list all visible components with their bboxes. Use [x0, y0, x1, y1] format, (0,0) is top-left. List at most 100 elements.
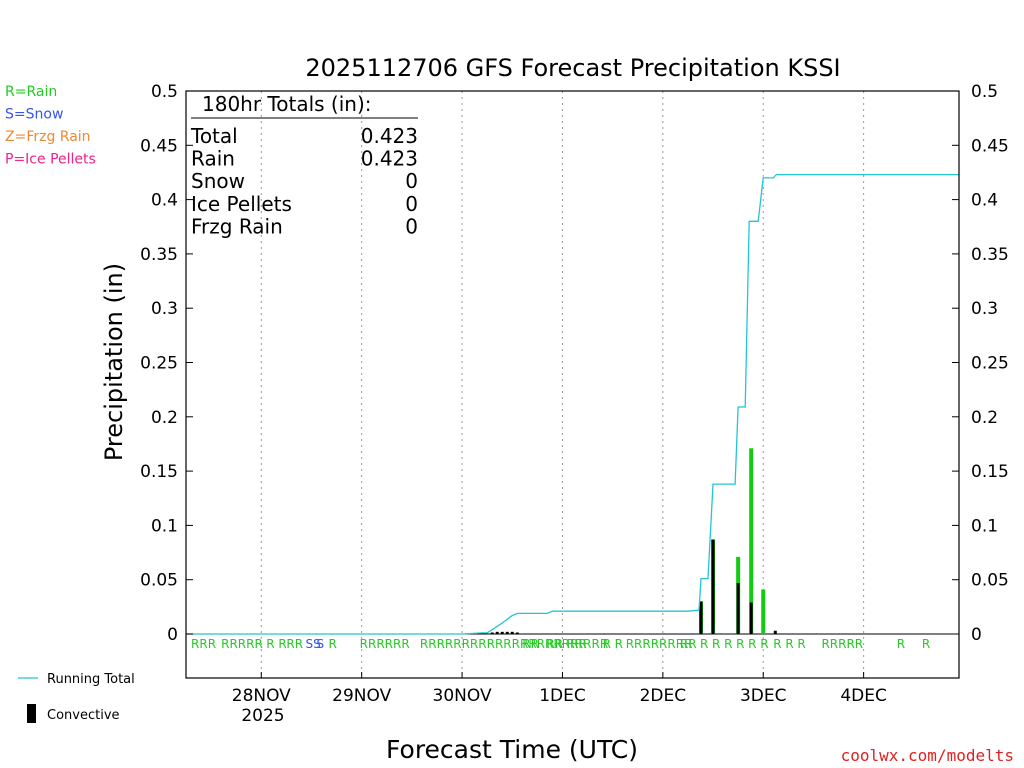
convective-legend-label: Convective: [47, 708, 120, 723]
precip-type-marker: R: [785, 637, 793, 651]
y-tick-label-right: 0.45: [971, 136, 1009, 156]
convective-bar: [515, 632, 519, 634]
totals-row-label: Frzg Rain: [191, 214, 283, 238]
convective-bar: [495, 631, 499, 634]
y-tick-label-left: 0: [167, 625, 178, 645]
y-tick-label-left: 0.4: [151, 191, 178, 211]
precip-type-markers: RRR RRRRR R R RR SSS R RRRRRR RRRRRRRRRRRRRRRRRR…: [191, 637, 930, 651]
totals-row-value: 0.423: [361, 124, 418, 148]
running-total-line: [186, 173, 959, 635]
type-legend-entry: R=Rain: [5, 84, 57, 100]
precip-bar: [749, 448, 754, 634]
precip-type-marker: R: [773, 637, 781, 651]
convective-bar: [500, 631, 504, 634]
running-total-series: [186, 173, 959, 635]
totals-heading: 180hr Totals (in):: [202, 92, 372, 116]
y-tick-label-right: 0.05: [971, 571, 1009, 591]
precip-type-marker: R: [329, 637, 337, 651]
x-tick-label: 4DEC: [840, 686, 887, 706]
y-tick-label-right: 0.35: [971, 245, 1009, 265]
precip-type-marker: S: [317, 637, 325, 651]
totals-row-value: 0: [405, 192, 418, 216]
precip-type-marker: RRRRR: [221, 637, 263, 651]
series-legend: Running Total Convective: [18, 672, 135, 723]
precip-type-marker: SS: [305, 637, 320, 651]
totals-row-label: Ice Pellets: [191, 192, 292, 216]
precip-bars: [490, 448, 777, 634]
convective-bar: [505, 631, 509, 634]
x-axis-ticks: 28NOV 29NOV 30NOV 1DEC 2DEC 3DEC 4DEC: [232, 672, 887, 706]
convective-bar: [699, 601, 703, 634]
type-legend-entry: P=Ice Pellets: [5, 152, 96, 168]
totals-box: 180hr Totals (in): Total 0.423 Rain 0.423 Sn…: [190, 92, 418, 238]
precip-type-marker: RRRRR: [566, 637, 608, 651]
precip-type-marker: RR: [546, 637, 563, 651]
y-tick-label-right: 0.1: [971, 516, 998, 536]
precip-type-marker: RR: [286, 637, 303, 651]
site-credit: coolwx.com/modelts: [841, 746, 1014, 765]
y-tick-label-left: 0.35: [140, 245, 178, 265]
convective-bar: [711, 539, 715, 634]
convective-bar: [736, 582, 740, 634]
type-legend-entry: S=Snow: [5, 107, 63, 123]
y-tick-label-left: 0.15: [140, 462, 178, 482]
precip-type-marker: RRRRRR: [360, 637, 410, 651]
y-tick-label-left: 0.25: [140, 354, 178, 374]
precip-type-marker: R: [712, 637, 720, 651]
precip-type-marker: R: [615, 637, 623, 651]
precip-type-marker: R: [897, 637, 905, 651]
precip-type-marker: RRR: [191, 637, 216, 651]
totals-row-label: Total: [190, 124, 238, 148]
x-axis-label: Forecast Time (UTC): [386, 735, 638, 764]
totals-row-value: 0: [405, 214, 418, 238]
y-tick-label-right: 0.15: [971, 462, 1009, 482]
x-tick-label: 28NOV: [232, 686, 291, 706]
type-legend-entry: Z=Frzg Rain: [5, 129, 91, 145]
y-tick-label-left: 0.2: [151, 408, 178, 428]
y-axis-ticks: 0 00.05 0.050.1 0.10.15 0.150.2 0.20.25 0.250.…: [140, 82, 1009, 645]
totals-row-label: Snow: [191, 169, 245, 193]
chart-title: 2025112706 GFS Forecast Precipitation KS…: [305, 54, 840, 82]
year-label: 2025: [241, 706, 284, 726]
precip-type-marker: R: [700, 637, 708, 651]
precip-type-legend: R=Rain S=Snow Z=Frzg Rain P=Ice Pellets: [5, 84, 96, 168]
x-tick-label: 29NOV: [332, 686, 391, 706]
precip-type-marker: RR: [522, 637, 539, 651]
totals-row-value: 0.423: [361, 147, 418, 171]
x-tick-label: 1DEC: [539, 686, 586, 706]
y-tick-label-right: 0.3: [971, 299, 998, 319]
precip-bar: [761, 589, 766, 634]
precip-type-marker: R: [278, 637, 286, 651]
convective-bar: [490, 632, 494, 634]
convective-bar: [773, 630, 777, 634]
y-tick-label-left: 0.3: [151, 299, 178, 319]
y-tick-label-right: 0.25: [971, 354, 1009, 374]
plot-frame: [185, 90, 960, 679]
y-tick-label-right: 0.4: [971, 191, 998, 211]
x-tick-label: 3DEC: [740, 686, 787, 706]
x-tick-label: 30NOV: [433, 686, 492, 706]
precip-type-marker: RRRRR: [821, 637, 863, 651]
y-tick-label-left: 0.1: [151, 516, 178, 536]
convective-bar: [510, 631, 514, 634]
precip-type-marker: R: [603, 637, 611, 651]
precip-type-marker: RRRRRRRR: [626, 637, 693, 651]
y-axis-label: Precipitation (in): [100, 263, 128, 461]
convective-legend-swatch: [27, 704, 36, 723]
running-total-legend-label: Running Total: [47, 672, 135, 687]
precip-type-marker: R: [266, 637, 274, 651]
x-tick-label: 2DEC: [640, 686, 687, 706]
gridlines: [186, 91, 959, 678]
totals-row-label: Rain: [191, 147, 235, 171]
y-tick-label-left: 0.5: [151, 82, 178, 102]
precip-type-marker: R: [748, 637, 756, 651]
convective-bar: [749, 602, 753, 634]
y-tick-label-right: 0.5: [971, 82, 998, 102]
precip-type-marker: R: [736, 637, 744, 651]
y-tick-label-right: 0: [971, 625, 982, 645]
totals-row-value: 0: [405, 169, 418, 193]
precip-type-marker: RRRRRRRRRRRRRRRRRRRR: [420, 637, 587, 651]
y-tick-label-left: 0.05: [140, 571, 178, 591]
precip-type-marker: R: [922, 637, 930, 651]
